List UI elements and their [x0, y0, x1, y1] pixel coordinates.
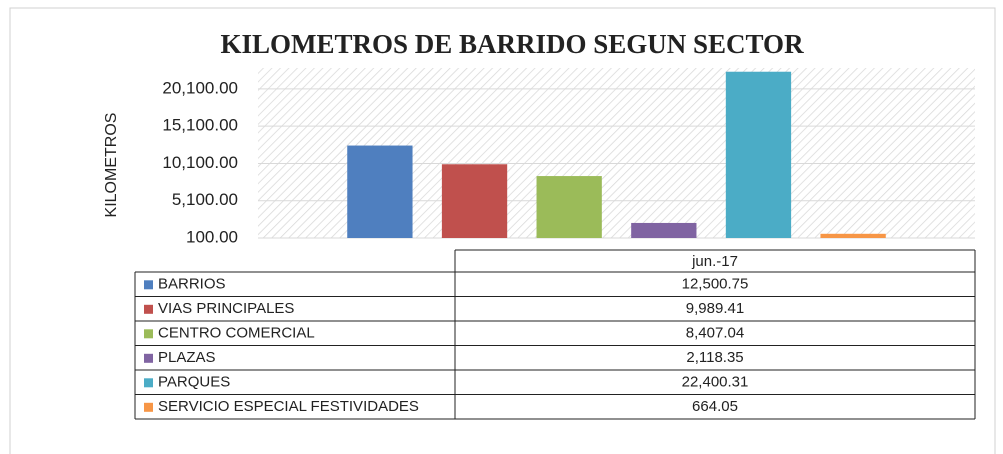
legend-label: BARRIOS [158, 275, 226, 292]
chart-frame [9, 7, 996, 454]
table-value: 9,989.41 [686, 300, 744, 317]
bar [725, 71, 792, 238]
bar [536, 176, 602, 238]
legend-swatch [144, 353, 153, 363]
y-tick-label: 15,100.00 [162, 116, 238, 135]
legend-swatch [144, 329, 153, 339]
legend-label: CENTRO COMERCIAL [158, 324, 315, 341]
table-header: jun.-17 [691, 253, 738, 270]
y-tick-label: 5,100.00 [172, 190, 238, 209]
table-value: 12,500.75 [682, 275, 749, 292]
y-tick-label: 10,100.00 [162, 153, 238, 172]
y-tick-label: 20,100.00 [162, 78, 238, 97]
legend-label: VIAS PRINCIPALES [158, 300, 294, 317]
y-tick-label: 100.00 [186, 227, 238, 246]
legend-swatch [144, 402, 153, 412]
chart-title: KILOMETROS DE BARRIDO SEGUN SECTOR [220, 29, 804, 59]
bar [631, 222, 697, 238]
bar [441, 164, 508, 238]
legend-swatch [144, 280, 153, 290]
legend-label: SERVICIO ESPECIAL FESTIVIDADES [158, 398, 419, 415]
table-value: 8,407.04 [686, 324, 744, 341]
bar [820, 233, 886, 238]
table-value: 22,400.31 [682, 373, 749, 390]
y-axis-label: KILOMETROS [103, 113, 120, 218]
table-value: 664.05 [692, 398, 738, 415]
legend-label: PLAZAS [158, 349, 216, 366]
bar [347, 145, 413, 238]
table-value: 2,118.35 [686, 349, 743, 366]
legend-swatch [144, 304, 153, 314]
legend-label: PARQUES [158, 373, 230, 390]
legend-swatch [144, 378, 153, 388]
